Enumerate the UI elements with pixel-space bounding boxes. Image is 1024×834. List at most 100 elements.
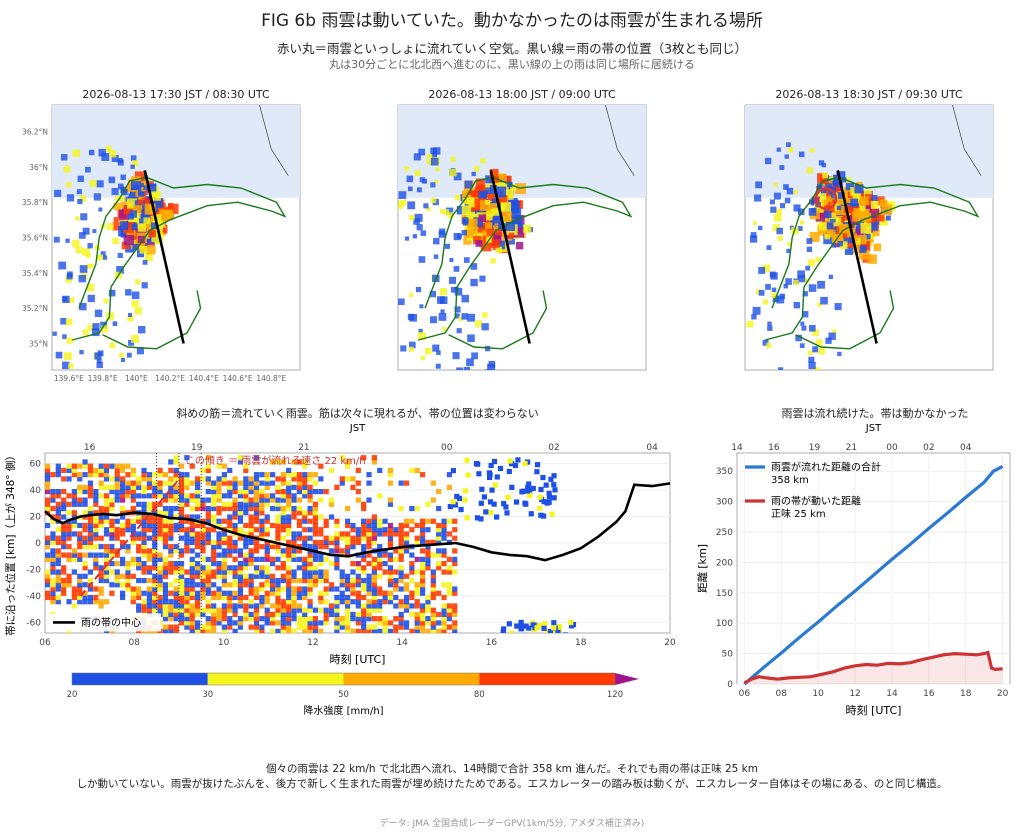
hov-rain-cell (152, 556, 158, 562)
hov-rain-cell (87, 522, 94, 529)
hov-rain-cell (275, 505, 281, 512)
rain-cell (829, 212, 836, 220)
hov-rain-cell (339, 624, 345, 630)
hov-rain-cell (114, 480, 120, 486)
hov-rain-cell (441, 535, 447, 541)
hov-rain-cell (162, 590, 169, 596)
hov-rain-cell (152, 480, 158, 486)
hov-rain-cell (286, 628, 292, 633)
hov-rain-cell (253, 628, 260, 633)
rain-cell (809, 148, 815, 153)
hov-rain-cell (66, 582, 72, 588)
hov-rain-cell (280, 624, 286, 630)
rain-cell (481, 323, 489, 331)
rain-cell (87, 324, 95, 332)
rain-cell (466, 358, 474, 367)
hov-rain-cell (211, 616, 217, 622)
hov-rain-cell (114, 569, 120, 575)
rain-cell (442, 326, 447, 332)
hov-rain-cell (168, 633, 173, 638)
hov-rain-cell (71, 467, 77, 474)
rain-cell (142, 259, 148, 265)
rain-cell (753, 221, 758, 226)
hov-rain-cell (248, 582, 254, 588)
hov-rain-cell (387, 577, 394, 584)
hov-rain-cell (216, 518, 222, 524)
hov-rain-cell (162, 544, 169, 550)
hov-rain-cell (55, 599, 61, 605)
hov-rain-cell (184, 480, 190, 486)
hov-rain-cell (366, 590, 372, 596)
hov-rain-cell (302, 569, 308, 575)
distance-x-tick: 16 (923, 689, 935, 699)
hov-rain-cell (184, 472, 190, 478)
hov-rain-cell (237, 577, 244, 584)
hov-rain-cell (264, 607, 270, 613)
hov-rain-cell (253, 620, 260, 626)
hov-rain-cell (71, 603, 77, 609)
hov-rain-cell (227, 544, 233, 550)
hov-rain-cell (280, 459, 286, 465)
hov-rain-cell (323, 590, 329, 596)
hov-rain-cell (355, 594, 361, 601)
hov-rain-cell (130, 599, 136, 605)
hov-rain-cell (264, 620, 270, 626)
hov-rain-cell (307, 497, 313, 503)
rain-cell (821, 199, 829, 208)
rain-cell (797, 226, 803, 232)
hov-rain-cell (425, 544, 431, 550)
rain-cell (496, 240, 505, 250)
hov-rain-cell (157, 603, 163, 609)
hov-rain-cell (178, 472, 185, 478)
hov-rain-cell (50, 586, 56, 592)
distance-y-tick: 300 (716, 498, 733, 508)
hov-rain-cell (232, 620, 238, 626)
hov-rain-cell (248, 489, 254, 495)
hov-rain-cell (221, 561, 227, 567)
hov-rain-cell (318, 476, 324, 482)
hov-rain-cell (50, 497, 56, 503)
distance-legend-name: 雨の帯が動いた距離 (771, 495, 861, 508)
hov-rain-cell (162, 565, 169, 571)
hov-rain-cell (355, 489, 361, 495)
hov-rain-cell (120, 573, 126, 579)
hov-jst-tick: 19 (191, 443, 203, 453)
hov-rain-cell (221, 505, 227, 512)
rain-cell (79, 265, 88, 273)
hov-rain-cell (232, 582, 238, 588)
hov-rain-cell (275, 527, 281, 533)
hov-rain-cell (114, 535, 120, 541)
hov-rain-cell (50, 565, 56, 571)
hov-rain-cell (109, 476, 115, 482)
hov-rain-cell (120, 476, 126, 482)
hov-rain-cell (71, 548, 77, 554)
hov-rain-cell (382, 561, 388, 567)
rain-cell (66, 273, 73, 280)
hov-rain-cell (264, 594, 270, 601)
hov-rain-cell (162, 539, 169, 546)
hov-rain-cell (189, 628, 195, 633)
hov-rain-cell (237, 552, 244, 558)
hov-rain-cell (173, 544, 179, 550)
rain-cell (141, 282, 148, 289)
hov-rain-cell (184, 544, 190, 550)
hov-rain-cell (296, 484, 302, 490)
hov-rain-cell (398, 539, 404, 546)
hov-rain-cell (425, 548, 431, 554)
rain-cell (94, 309, 103, 317)
hov-rain-cell (446, 556, 452, 562)
hov-rain-cell (506, 468, 512, 475)
hov-rain-cell (296, 616, 302, 622)
hov-rain-cell (286, 480, 292, 486)
hov-rain-cell (227, 603, 233, 609)
hov-rain-cell (98, 569, 104, 575)
rain-cell (766, 245, 772, 251)
hov-rain-cell (136, 565, 142, 571)
rain-cell (498, 195, 508, 205)
hov-rain-cell (200, 582, 206, 588)
rain-cell (120, 201, 128, 209)
hov-rain-cell (211, 527, 217, 533)
hov-rain-cell (478, 516, 484, 522)
hov-rain-cell (259, 497, 265, 503)
rain-cell (106, 222, 114, 230)
